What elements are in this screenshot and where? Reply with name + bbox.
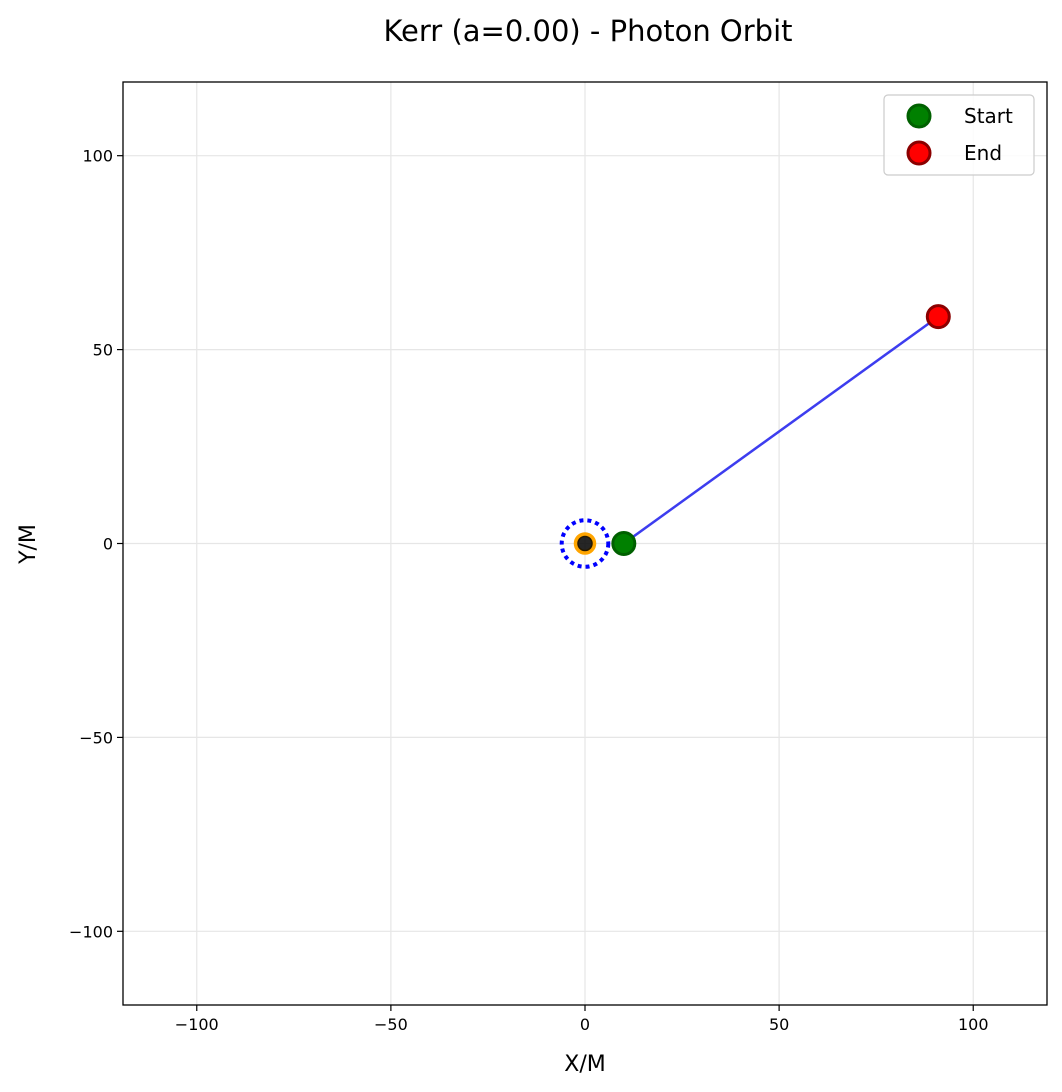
legend-end-label: End [964,141,1002,165]
y-tick-label: 0 [103,535,113,554]
plot-area [122,81,1048,1006]
y-tick-label: 100 [82,147,113,166]
legend: Start End [883,94,1035,176]
x-tick-label: 50 [769,1015,789,1034]
x-tick-label: −100 [175,1015,219,1034]
end-marker [925,304,951,330]
black-hole [577,535,593,552]
x-axis-ticks: −100 −50 0 50 100 [175,1005,989,1034]
y-tick-label: −100 [69,922,113,941]
photon-sphere [559,518,611,569]
chart-title: Kerr (a=0.00) - Photon Orbit [383,14,792,48]
x-tick-label: −50 [374,1015,408,1034]
start-marker [611,531,637,556]
x-tick-label: 0 [580,1015,590,1034]
y-tick-label: 50 [93,341,113,360]
event-horizon [573,532,597,555]
y-axis-ticks: −100 −50 0 50 100 [69,147,123,941]
y-tick-label: −50 [79,728,113,747]
x-axis-label: X/M [564,1052,605,1077]
legend-end-swatch [906,140,932,166]
orbit-series [623,315,940,545]
orbit-markers [611,304,951,556]
legend-start-swatch [906,103,932,129]
legend-start-label: Start [964,104,1013,128]
central-objects [559,518,611,569]
orbit-line [623,315,940,545]
x-tick-label: 100 [958,1015,989,1034]
y-axis-label: Y/M [16,524,41,565]
